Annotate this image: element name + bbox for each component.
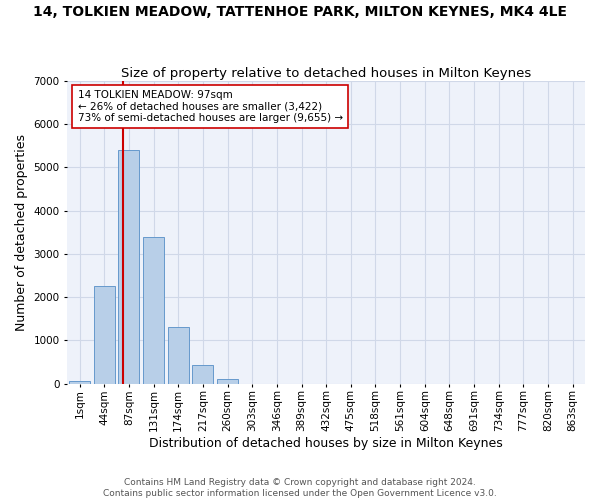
Bar	[94, 286, 115, 384]
Text: 14, TOLKIEN MEADOW, TATTENHOE PARK, MILTON KEYNES, MK4 4LE: 14, TOLKIEN MEADOW, TATTENHOE PARK, MILT…	[33, 5, 567, 19]
Bar	[118, 150, 139, 384]
Bar	[193, 365, 214, 384]
Bar	[143, 236, 164, 384]
Bar	[168, 328, 189, 384]
X-axis label: Distribution of detached houses by size in Milton Keynes: Distribution of detached houses by size …	[149, 437, 503, 450]
Title: Size of property relative to detached houses in Milton Keynes: Size of property relative to detached ho…	[121, 66, 531, 80]
Text: 14 TOLKIEN MEADOW: 97sqm
← 26% of detached houses are smaller (3,422)
73% of sem: 14 TOLKIEN MEADOW: 97sqm ← 26% of detach…	[77, 90, 343, 123]
Y-axis label: Number of detached properties: Number of detached properties	[15, 134, 28, 330]
Bar	[69, 382, 90, 384]
Text: Contains HM Land Registry data © Crown copyright and database right 2024.
Contai: Contains HM Land Registry data © Crown c…	[103, 478, 497, 498]
Bar	[217, 378, 238, 384]
